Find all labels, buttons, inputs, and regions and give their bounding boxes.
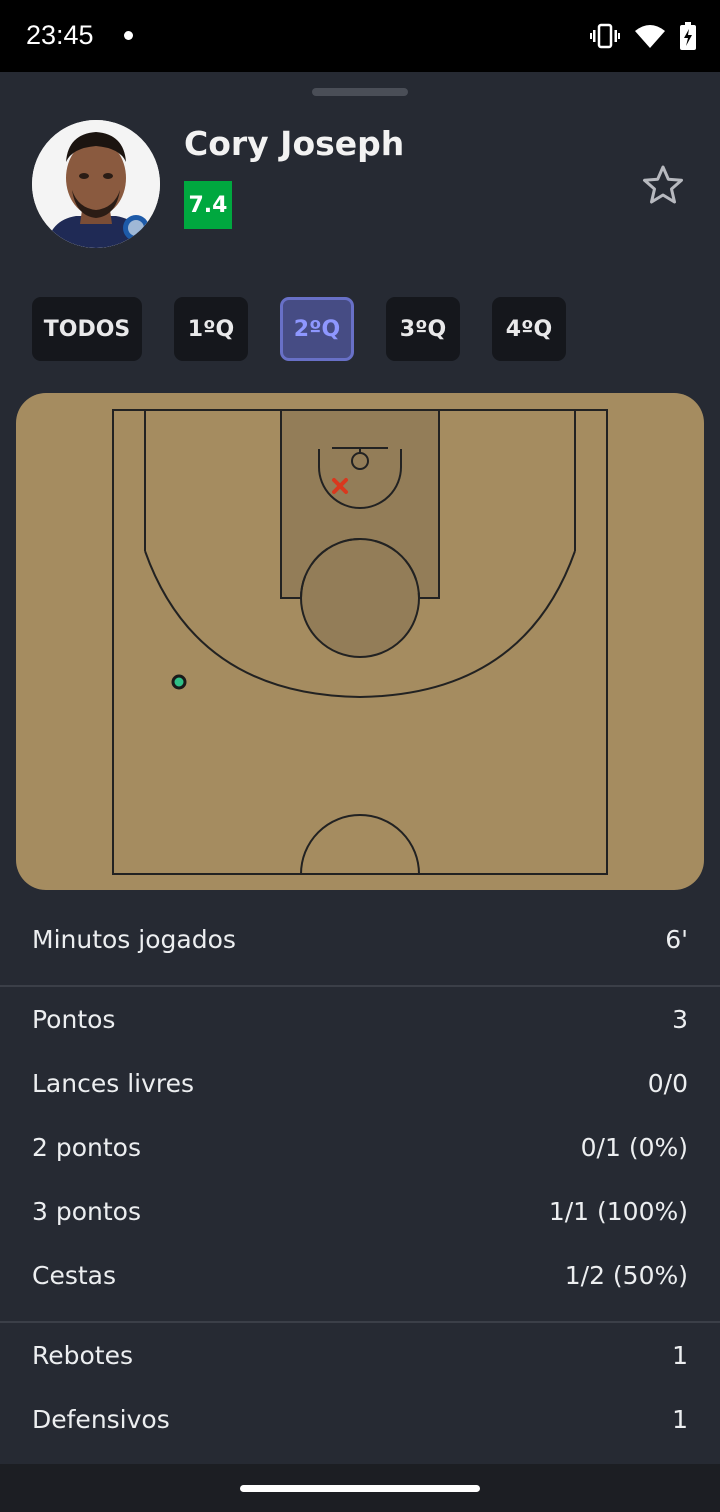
stat-value: 3 [672,1004,688,1034]
favorite-star-icon[interactable] [642,164,684,206]
status-bar: 23:45 [0,0,720,72]
stat-row-two-pointers: 2 pontos 0/1 (0%) [32,1127,688,1167]
status-time: 23:45 [26,20,94,50]
wifi-icon [635,25,665,48]
stat-row-rebounds: Rebotes 1 [32,1335,688,1375]
divider [0,1321,720,1323]
stat-value: 1 [672,1340,688,1370]
vibrate-icon [590,23,620,49]
player-name: Cory Joseph [184,124,405,163]
tab-q2[interactable]: 2ºQ [280,297,354,361]
stat-row-defensive-rebounds: Defensivos 1 [32,1399,688,1439]
stat-label: Lances livres [32,1068,195,1098]
stat-value: 0/1 (0%) [580,1132,688,1162]
status-icons [590,22,696,50]
stat-value: 0/0 [647,1068,688,1098]
stat-row-points: Pontos 3 [32,999,688,1039]
stat-value: 1 [672,1404,688,1434]
home-gesture-handle[interactable] [240,1485,480,1492]
stat-label: 2 pontos [32,1132,141,1162]
stat-row-three-pointers: 3 pontos 1/1 (100%) [32,1191,688,1231]
basketball-court [112,409,608,875]
stat-value: 6' [665,924,688,954]
shot-made-marker[interactable] [171,674,187,690]
shot-chart [16,393,704,890]
tab-q4[interactable]: 4ºQ [492,297,566,361]
stat-label: 3 pontos [32,1196,141,1226]
tab-all[interactable]: TODOS [32,297,142,361]
stat-value: 1/1 (100%) [548,1196,688,1226]
tab-q3[interactable]: 3ºQ [386,297,460,361]
battery-icon [680,22,696,50]
stat-value: 1/2 (50%) [564,1260,688,1290]
stat-label: Minutos jogados [32,924,236,954]
tab-q1[interactable]: 1ºQ [174,297,248,361]
stat-label: Defensivos [32,1404,170,1434]
notification-dot-icon [124,31,133,40]
system-nav-bar [0,1464,720,1512]
stat-row-field-goals: Cestas 1/2 (50%) [32,1255,688,1295]
player-photo [32,120,160,248]
stat-row-free-throws: Lances livres 0/0 [32,1063,688,1103]
stat-label: Cestas [32,1260,117,1290]
divider [0,985,720,987]
stat-label: Rebotes [32,1340,134,1370]
player-avatar [32,120,160,248]
stat-row-minutes: Minutos jogados 6' [32,919,688,959]
sheet-drag-handle[interactable] [312,88,408,96]
shot-missed-marker[interactable] [332,478,348,494]
player-rating-badge: 7.4 [184,181,232,229]
stat-label: Pontos [32,1004,116,1034]
